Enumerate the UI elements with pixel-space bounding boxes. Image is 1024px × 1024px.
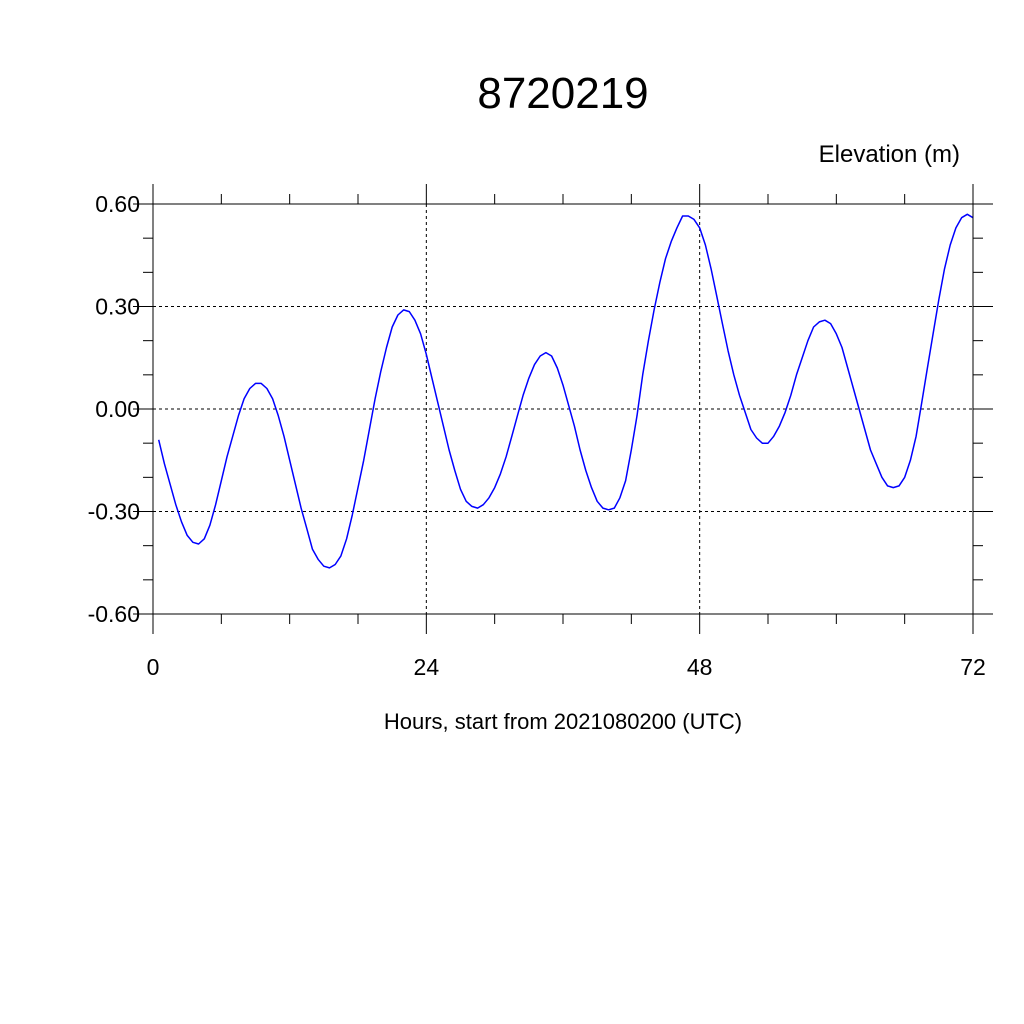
elevation-series-line — [157, 213, 974, 569]
tick-labels: 0.60 0.30 0.00 -0.30 -0.60 0 24 48 72 — [88, 191, 986, 680]
y-tick-label: -0.30 — [88, 499, 140, 525]
y-tick-label: 0.30 — [95, 294, 140, 320]
axis-ticks — [133, 184, 993, 634]
y-tick-label: 0.00 — [95, 396, 140, 422]
x-axis-label: Hours, start from 2021080200 (UTC) — [384, 709, 742, 734]
y-tick-label: 0.60 — [95, 191, 140, 217]
x-tick-label: 48 — [687, 654, 713, 680]
x-tick-label: 24 — [414, 654, 440, 680]
plot-frame — [152, 203, 974, 615]
series-group — [157, 213, 974, 569]
y-tick-label: -0.60 — [88, 601, 140, 627]
x-tick-label: 0 — [147, 654, 160, 680]
y-axis-label: Elevation (m) — [819, 141, 960, 168]
x-tick-label: 72 — [960, 654, 986, 680]
chart-title: 8720219 — [477, 69, 648, 118]
